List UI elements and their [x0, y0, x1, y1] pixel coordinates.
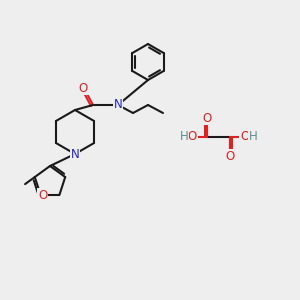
Text: N: N: [114, 98, 122, 112]
Text: H: H: [249, 130, 257, 143]
Text: O: O: [38, 189, 47, 203]
Text: H: H: [180, 130, 188, 143]
Text: O: O: [188, 130, 196, 143]
Text: O: O: [78, 82, 88, 94]
Text: O: O: [202, 112, 211, 124]
Text: O: O: [240, 130, 250, 143]
Text: O: O: [225, 149, 235, 163]
Text: N: N: [70, 148, 80, 160]
